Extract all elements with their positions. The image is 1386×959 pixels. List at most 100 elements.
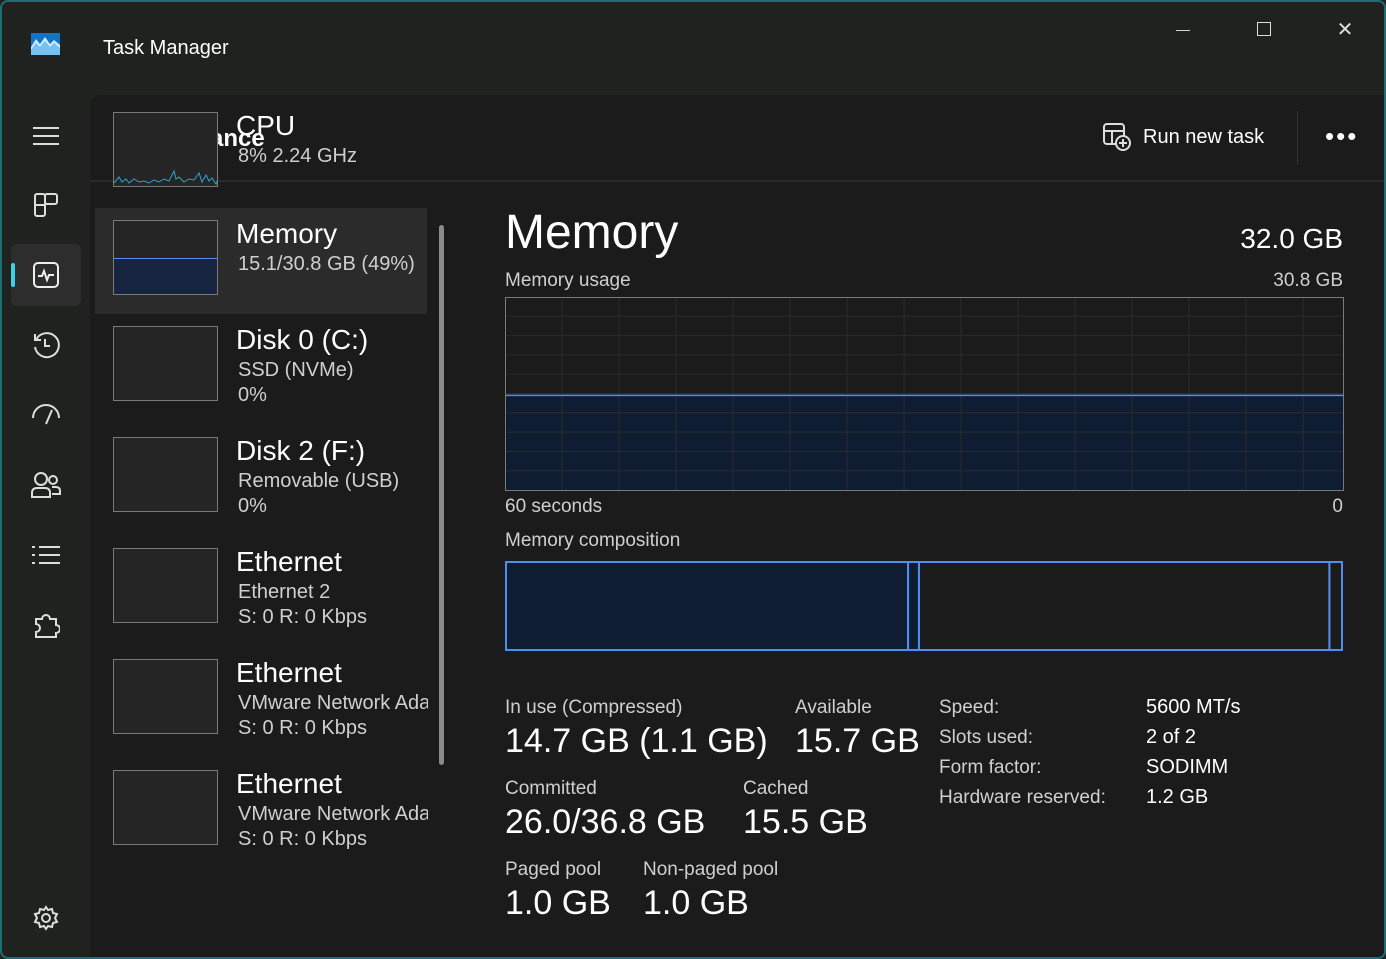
nav-services[interactable] xyxy=(11,594,81,656)
details-list-icon xyxy=(32,546,60,564)
composition-in-use xyxy=(505,561,910,651)
minimize-button[interactable]: — xyxy=(1158,12,1208,46)
mini-graph xyxy=(113,437,218,512)
cached-label: Cached xyxy=(743,778,809,799)
sidebar-item-detail: VMware Network Adapter xyxy=(238,692,428,714)
sidebar-item-memory[interactable]: Memory 15.1/30.8 GB (49%) xyxy=(95,208,427,314)
mini-graph xyxy=(113,548,218,623)
sidebar-item-detail: 0% xyxy=(238,495,267,517)
mini-graph xyxy=(113,659,218,734)
nav-details[interactable] xyxy=(11,524,81,586)
in-use-label: In use (Compressed) xyxy=(505,697,683,718)
usage-chart-label: Memory usage xyxy=(505,270,631,291)
sidebar-item-name: Memory xyxy=(236,218,338,249)
window-title: Task Manager xyxy=(103,37,229,59)
maximize-icon xyxy=(1257,22,1271,36)
sidebar-item-name: Disk 0 (C:) xyxy=(236,324,369,355)
spec-value: 2 of 2 xyxy=(1146,726,1197,748)
app-history-icon xyxy=(34,332,60,359)
spec-label: Slots used: xyxy=(939,727,1033,748)
run-new-task-label: Run new task xyxy=(1143,125,1265,148)
composition-modified xyxy=(907,561,920,651)
paged-pool-value: 1.0 GB xyxy=(505,884,611,922)
cached-value: 15.5 GB xyxy=(743,803,868,841)
sidebar-item-detail: Removable (USB) xyxy=(238,470,400,492)
nav-startup-apps[interactable] xyxy=(11,384,81,446)
sidebar-item-ethernet[interactable]: Ethernet Ethernet 2 S: 0 R: 0 Kbps xyxy=(95,536,427,642)
usage-x-right: 0 xyxy=(1332,496,1343,517)
settings-gear-icon xyxy=(33,905,59,931)
committed-label: Committed xyxy=(505,778,597,799)
usage-chart-max: 30.8 GB xyxy=(1273,270,1343,291)
sidebar-item-detail: Ethernet 2 xyxy=(238,581,331,603)
mini-graph xyxy=(113,770,218,845)
close-button[interactable]: ✕ xyxy=(1320,12,1370,46)
resource-title: Memory xyxy=(505,206,679,259)
sidebar-item-name: CPU xyxy=(236,110,296,141)
composition-label: Memory composition xyxy=(505,530,681,551)
sidebar-item-detail: 15.1/30.8 GB (49%) xyxy=(238,253,415,275)
sidebar-item-cpu[interactable]: CPU 8% 2.24 GHz xyxy=(95,100,427,206)
mini-graph xyxy=(113,220,218,295)
nav-settings[interactable] xyxy=(11,887,81,949)
nonpaged-pool-value: 1.0 GB xyxy=(643,884,749,922)
memory-usage-chart xyxy=(505,297,1344,491)
usage-area xyxy=(506,395,1343,490)
run-new-task-button[interactable]: Run new task xyxy=(1103,123,1264,151)
maximize-button[interactable] xyxy=(1239,12,1289,46)
nav-app-history[interactable] xyxy=(11,314,81,376)
spec-value: 1.2 GB xyxy=(1146,786,1209,808)
spec-label: Speed: xyxy=(939,697,1000,718)
sidebar-item-ethernet[interactable]: Ethernet VMware Network Adapter S: 0 R: 0 … xyxy=(95,647,428,753)
sidebar-item-name: Ethernet xyxy=(236,768,342,799)
in-use-value: 14.7 GB (1.1 GB) xyxy=(505,722,768,760)
sidebar-item-detail: S: 0 R: 0 Kbps xyxy=(238,828,367,850)
sidebar-item-disk-2-f-[interactable]: Disk 2 (F:) Removable (USB) 0% xyxy=(95,425,427,531)
sidebar-item-detail: S: 0 R: 0 Kbps xyxy=(238,606,367,628)
nav-users[interactable] xyxy=(11,454,81,516)
usage-x-left: 60 seconds xyxy=(505,496,603,517)
committed-value: 26.0/36.8 GB xyxy=(505,803,706,841)
sidebar-item-disk-0-c-[interactable]: Disk 0 (C:) SSD (NVMe) 0% xyxy=(95,314,427,420)
available-value: 15.7 GB xyxy=(795,722,920,760)
sidebar-item-name: Disk 2 (F:) xyxy=(236,435,366,466)
sidebar-scrollbar[interactable] xyxy=(439,225,444,765)
sidebar-item-detail: VMware Network Adapter xyxy=(238,803,428,825)
sidebar-item-ethernet[interactable]: Ethernet VMware Network Adapter S: 0 R: 0 … xyxy=(95,758,428,864)
nonpaged-pool-label: Non-paged pool xyxy=(643,859,779,880)
startup-apps-icon xyxy=(32,404,60,425)
nav-processes[interactable] xyxy=(11,174,81,236)
available-label: Available xyxy=(795,697,872,718)
hamburger-menu-icon xyxy=(33,127,59,145)
more-options-button[interactable]: ••• xyxy=(1325,121,1359,151)
minimize-icon: — xyxy=(1176,21,1190,37)
processes-icon xyxy=(34,193,58,217)
sidebar-item-detail: S: 0 R: 0 Kbps xyxy=(238,717,367,739)
spec-label: Hardware reserved: xyxy=(939,787,1106,808)
memory-total: 32.0 GB xyxy=(1240,223,1343,254)
sidebar-item-detail: 0% xyxy=(238,384,267,406)
task-manager-app-icon xyxy=(31,33,60,55)
mini-graph xyxy=(113,326,218,401)
nav-menu[interactable] xyxy=(11,105,81,167)
close-icon: ✕ xyxy=(1336,18,1354,41)
sidebar-item-name: Ethernet xyxy=(236,546,342,577)
composition-standby xyxy=(917,561,1331,651)
nav-rail xyxy=(2,95,90,957)
header-divider xyxy=(1297,111,1298,165)
performance-icon xyxy=(33,262,59,288)
sidebar-item-detail: 8% 2.24 GHz xyxy=(238,145,357,167)
users-icon xyxy=(31,472,61,498)
nav-performance[interactable] xyxy=(11,244,81,306)
services-puzzle-icon xyxy=(35,614,60,638)
sidebar-item-name: Ethernet xyxy=(236,657,342,688)
memory-composition-bar xyxy=(505,561,1344,651)
spec-value: SODIMM xyxy=(1146,756,1229,778)
run-task-icon xyxy=(1103,123,1131,151)
spec-label: Form factor: xyxy=(939,757,1042,778)
paged-pool-label: Paged pool xyxy=(505,859,602,880)
active-indicator xyxy=(11,263,15,287)
sidebar-item-detail: SSD (NVMe) xyxy=(238,359,354,381)
memory-details: Memory 32.0 GB Memory usage 30.8 GB 60 s… xyxy=(505,95,1344,955)
